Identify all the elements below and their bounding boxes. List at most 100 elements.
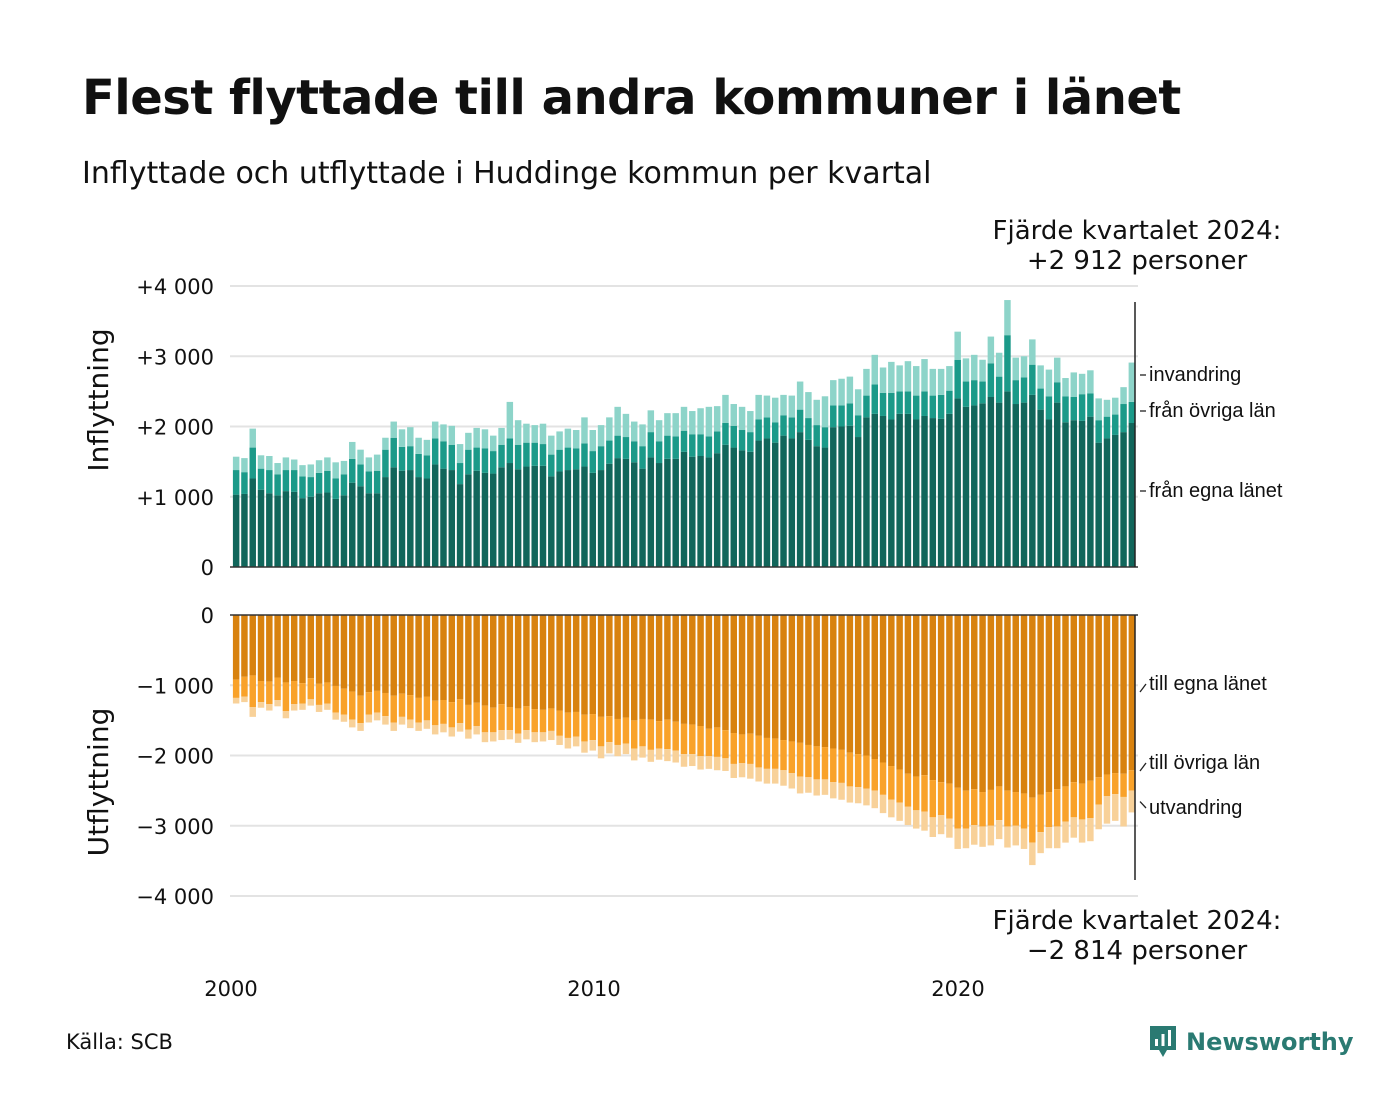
bar-outflow-segment: [282, 615, 290, 683]
annotation-bottom: Fjärde kvartalet 2024: −2 814 personer: [972, 906, 1302, 966]
bar-outflow-segment: [929, 780, 937, 818]
bar-outflow-segment: [639, 746, 646, 758]
bar-inflow-segment: [614, 458, 621, 567]
bar-inflow-segment: [896, 365, 903, 392]
bar-inflow-segment: [365, 457, 373, 472]
bar-inflow-segment: [349, 441, 356, 459]
bar-inflow-segment: [805, 439, 812, 567]
bar-inflow-segment: [249, 447, 256, 479]
bar-inflow-segment: [1037, 388, 1044, 410]
bar-inflow-segment: [597, 470, 605, 568]
bar-inflow-segment: [697, 408, 704, 435]
bar-outflow-segment: [979, 826, 986, 847]
bar-inflow-segment: [813, 399, 820, 426]
bar-outflow-segment: [1004, 790, 1011, 827]
bar-outflow-segment: [506, 730, 514, 740]
bar-outflow-segment: [780, 740, 787, 771]
bar-inflow-segment: [1037, 365, 1044, 389]
bar-outflow-segment: [888, 615, 895, 767]
bar-outflow-segment: [771, 738, 779, 769]
bar-inflow-segment: [838, 426, 845, 567]
bar-outflow-segment: [382, 615, 389, 693]
bar-inflow-segment: [912, 395, 920, 420]
bar-inflow-segment: [456, 444, 464, 464]
bar-inflow-segment: [1053, 357, 1061, 383]
bar-inflow-segment: [490, 451, 497, 474]
bar-outflow-segment: [1103, 774, 1111, 797]
bar-outflow-segment: [465, 704, 472, 730]
bar-inflow-segment: [730, 447, 737, 567]
bar-inflow-segment: [299, 476, 306, 499]
bar-inflow-segment: [962, 358, 970, 382]
bar-inflow-segment: [722, 444, 729, 567]
bar-inflow-segment: [514, 420, 522, 445]
bar-outflow-segment: [747, 615, 754, 734]
bar-inflow-segment: [373, 454, 381, 471]
bar-outflow-segment: [622, 717, 630, 744]
bar-outflow-segment: [473, 702, 480, 726]
bar-inflow-segment: [1062, 378, 1069, 397]
bar-outflow-segment: [431, 615, 439, 701]
bar-outflow-segment: [647, 719, 655, 750]
bar-inflow-segment: [1070, 372, 1078, 397]
bar-inflow-segment: [614, 406, 621, 436]
bar-inflow-segment: [349, 458, 356, 483]
bar-outflow-segment: [747, 763, 754, 779]
bar-outflow-segment: [597, 716, 605, 747]
bar-outflow-segment: [490, 732, 497, 742]
bar-inflow-segment: [266, 456, 273, 471]
bar-outflow-segment: [705, 615, 713, 729]
bar-inflow-segment: [805, 392, 812, 419]
bar-inflow-segment: [440, 468, 447, 567]
bar-inflow-segment: [514, 469, 522, 567]
bar-inflow-segment: [904, 361, 912, 392]
bars-outflow: [232, 615, 1136, 866]
bar-inflow-segment: [713, 453, 721, 567]
bar-outflow-segment: [871, 790, 878, 809]
bar-inflow-segment: [1095, 442, 1102, 567]
bar-outflow-segment: [241, 696, 248, 703]
bar-outflow-segment: [689, 754, 696, 767]
bar-outflow-segment: [1062, 786, 1069, 822]
bar-outflow-segment: [481, 615, 489, 706]
bar-inflow-segment: [597, 446, 605, 471]
bar-outflow-segment: [821, 779, 829, 795]
bar-inflow-segment: [332, 498, 339, 567]
bar-inflow-segment: [689, 411, 696, 435]
bar-outflow-segment: [332, 712, 339, 720]
bar-outflow-segment: [921, 615, 928, 776]
bar-outflow-segment: [1020, 615, 1028, 794]
bar-inflow-segment: [465, 474, 472, 567]
bar-inflow-segment: [448, 425, 456, 445]
bar-inflow-segment: [863, 368, 870, 396]
bar-inflow-segment: [830, 427, 837, 567]
bar-inflow-segment: [738, 430, 746, 451]
bar-outflow-segment: [838, 615, 845, 750]
bar-outflow-segment: [655, 721, 663, 749]
bar-outflow-segment: [481, 732, 489, 743]
bar-inflow-segment: [373, 493, 381, 567]
bar-outflow-segment: [1053, 789, 1061, 827]
bar-inflow-segment: [929, 368, 937, 396]
bar-outflow-segment: [946, 818, 953, 838]
bar-outflow-segment: [506, 707, 514, 731]
bar-inflow-segment: [523, 423, 530, 443]
bar-outflow-segment: [896, 769, 903, 803]
bar-inflow-segment: [655, 463, 663, 567]
bar-inflow-segment: [1112, 414, 1119, 435]
bar-outflow-segment: [813, 746, 820, 780]
bar-inflow-segment: [506, 438, 514, 464]
bar-outflow-segment: [315, 683, 323, 705]
bar-inflow-segment: [631, 441, 638, 463]
bar-inflow-segment: [655, 420, 663, 442]
bar-outflow-segment: [307, 678, 315, 700]
bar-inflow-segment: [274, 474, 281, 496]
bar-inflow-segment: [830, 380, 837, 406]
bar-inflow-segment: [995, 402, 1003, 568]
bar-inflow-segment: [382, 477, 389, 567]
bar-inflow-segment: [689, 456, 696, 567]
bar-inflow-segment: [481, 448, 489, 473]
bar-outflow-segment: [937, 782, 945, 816]
bar-outflow-segment: [232, 697, 240, 704]
bar-inflow-segment: [639, 468, 646, 567]
